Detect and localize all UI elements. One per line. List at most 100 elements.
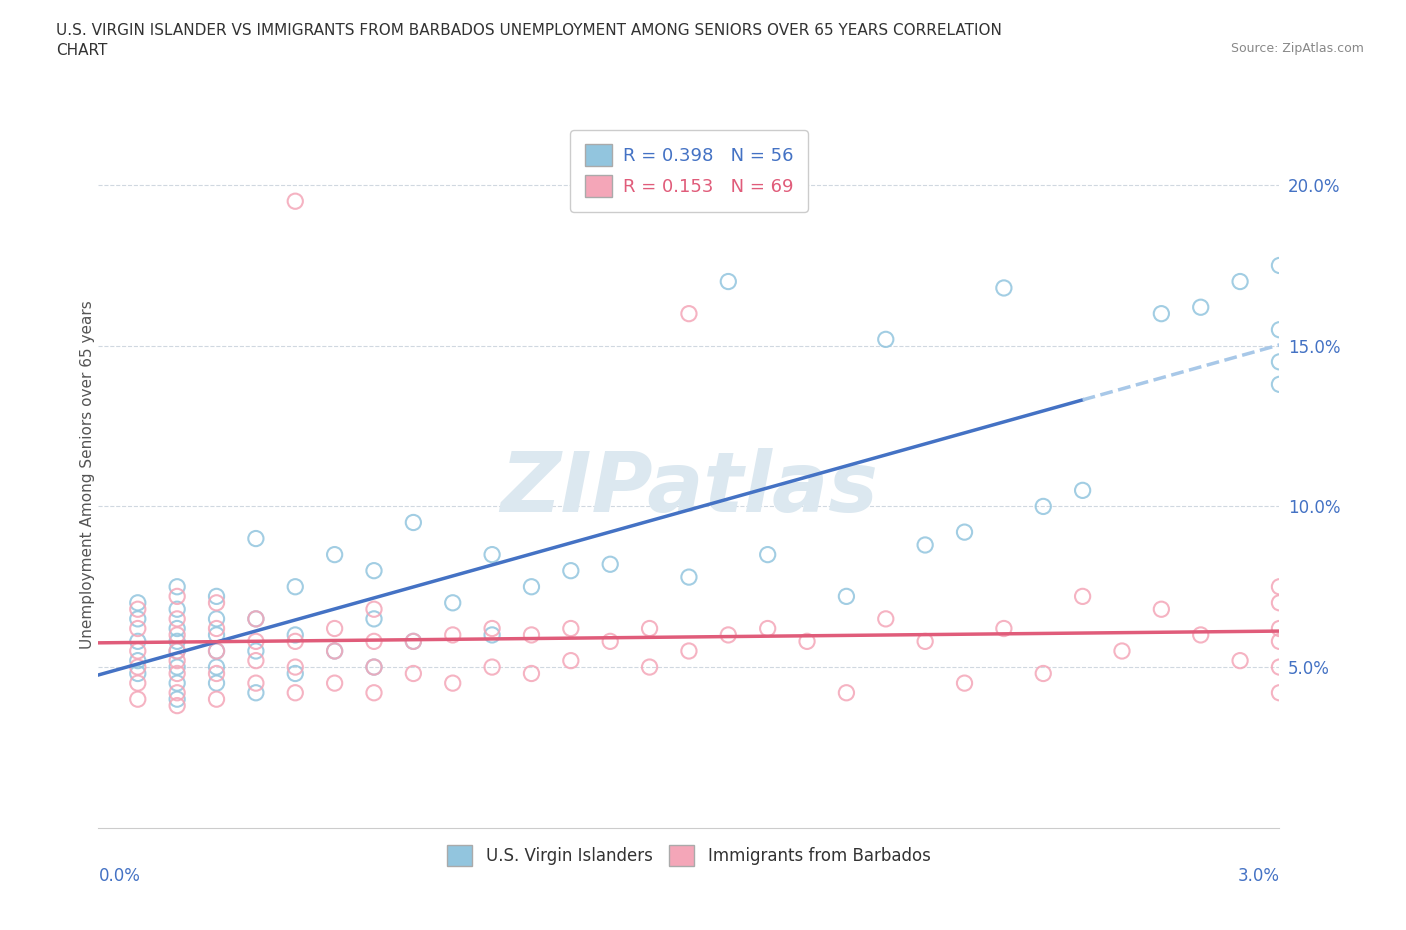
Point <box>205 659 228 674</box>
Point <box>127 644 149 658</box>
Point <box>1268 659 1291 674</box>
Point <box>520 666 543 681</box>
Point <box>1032 499 1054 514</box>
Point <box>127 595 149 610</box>
Point <box>166 644 188 658</box>
Point <box>284 666 307 681</box>
Point <box>717 274 740 289</box>
Point <box>127 653 149 668</box>
Point <box>245 644 267 658</box>
Point <box>1111 644 1133 658</box>
Point <box>875 332 897 347</box>
Point <box>402 515 425 530</box>
Point <box>363 564 385 578</box>
Point <box>441 595 464 610</box>
Y-axis label: Unemployment Among Seniors over 65 years: Unemployment Among Seniors over 65 years <box>80 300 94 649</box>
Point <box>284 628 307 643</box>
Point <box>481 621 503 636</box>
Point <box>284 193 307 208</box>
Point <box>205 692 228 707</box>
Point <box>1268 323 1291 338</box>
Point <box>245 653 267 668</box>
Point <box>245 634 267 649</box>
Point <box>323 547 346 562</box>
Text: U.S. VIRGIN ISLANDER VS IMMIGRANTS FROM BARBADOS UNEMPLOYMENT AMONG SENIORS OVER: U.S. VIRGIN ISLANDER VS IMMIGRANTS FROM … <box>56 23 1002 58</box>
Point <box>205 621 228 636</box>
Point <box>560 564 582 578</box>
Point <box>1268 354 1291 369</box>
Text: ZIPatlas: ZIPatlas <box>501 448 877 529</box>
Point <box>205 644 228 658</box>
Point <box>245 531 267 546</box>
Point <box>402 666 425 681</box>
Point <box>717 628 740 643</box>
Point <box>993 621 1015 636</box>
Point <box>245 611 267 626</box>
Point <box>245 611 267 626</box>
Point <box>1229 653 1251 668</box>
Point <box>127 621 149 636</box>
Point <box>166 644 188 658</box>
Point <box>166 659 188 674</box>
Point <box>205 644 228 658</box>
Point <box>678 306 700 321</box>
Point <box>678 644 700 658</box>
Point <box>323 621 346 636</box>
Point <box>560 621 582 636</box>
Point <box>166 685 188 700</box>
Point <box>323 644 346 658</box>
Text: 0.0%: 0.0% <box>98 867 141 884</box>
Point <box>1150 602 1173 617</box>
Point <box>953 676 976 691</box>
Point <box>756 547 779 562</box>
Point <box>402 634 425 649</box>
Point <box>363 602 385 617</box>
Point <box>835 589 858 604</box>
Point <box>1268 634 1291 649</box>
Point <box>245 685 267 700</box>
Point <box>560 653 582 668</box>
Point <box>1071 589 1094 604</box>
Point <box>481 628 503 643</box>
Point <box>284 659 307 674</box>
Point <box>1032 666 1054 681</box>
Point <box>166 628 188 643</box>
Point <box>796 634 818 649</box>
Point <box>127 676 149 691</box>
Text: 3.0%: 3.0% <box>1237 867 1279 884</box>
Point <box>166 676 188 691</box>
Point <box>481 659 503 674</box>
Point <box>205 666 228 681</box>
Point <box>127 666 149 681</box>
Point <box>1229 274 1251 289</box>
Point <box>284 685 307 700</box>
Point <box>166 611 188 626</box>
Point <box>638 659 661 674</box>
Point <box>599 634 621 649</box>
Point <box>127 611 149 626</box>
Legend: U.S. Virgin Islanders, Immigrants from Barbados: U.S. Virgin Islanders, Immigrants from B… <box>440 839 938 872</box>
Point <box>1071 483 1094 498</box>
Point <box>363 634 385 649</box>
Point <box>638 621 661 636</box>
Point <box>1268 377 1291 392</box>
Point <box>678 570 700 585</box>
Point <box>599 557 621 572</box>
Point <box>166 666 188 681</box>
Point <box>205 611 228 626</box>
Point <box>127 602 149 617</box>
Point <box>875 611 897 626</box>
Point <box>402 634 425 649</box>
Point <box>520 579 543 594</box>
Point <box>363 659 385 674</box>
Point <box>1268 685 1291 700</box>
Point <box>1189 299 1212 314</box>
Point <box>284 634 307 649</box>
Point <box>166 579 188 594</box>
Point <box>835 685 858 700</box>
Point <box>127 659 149 674</box>
Point <box>363 685 385 700</box>
Point <box>284 579 307 594</box>
Point <box>166 621 188 636</box>
Point <box>953 525 976 539</box>
